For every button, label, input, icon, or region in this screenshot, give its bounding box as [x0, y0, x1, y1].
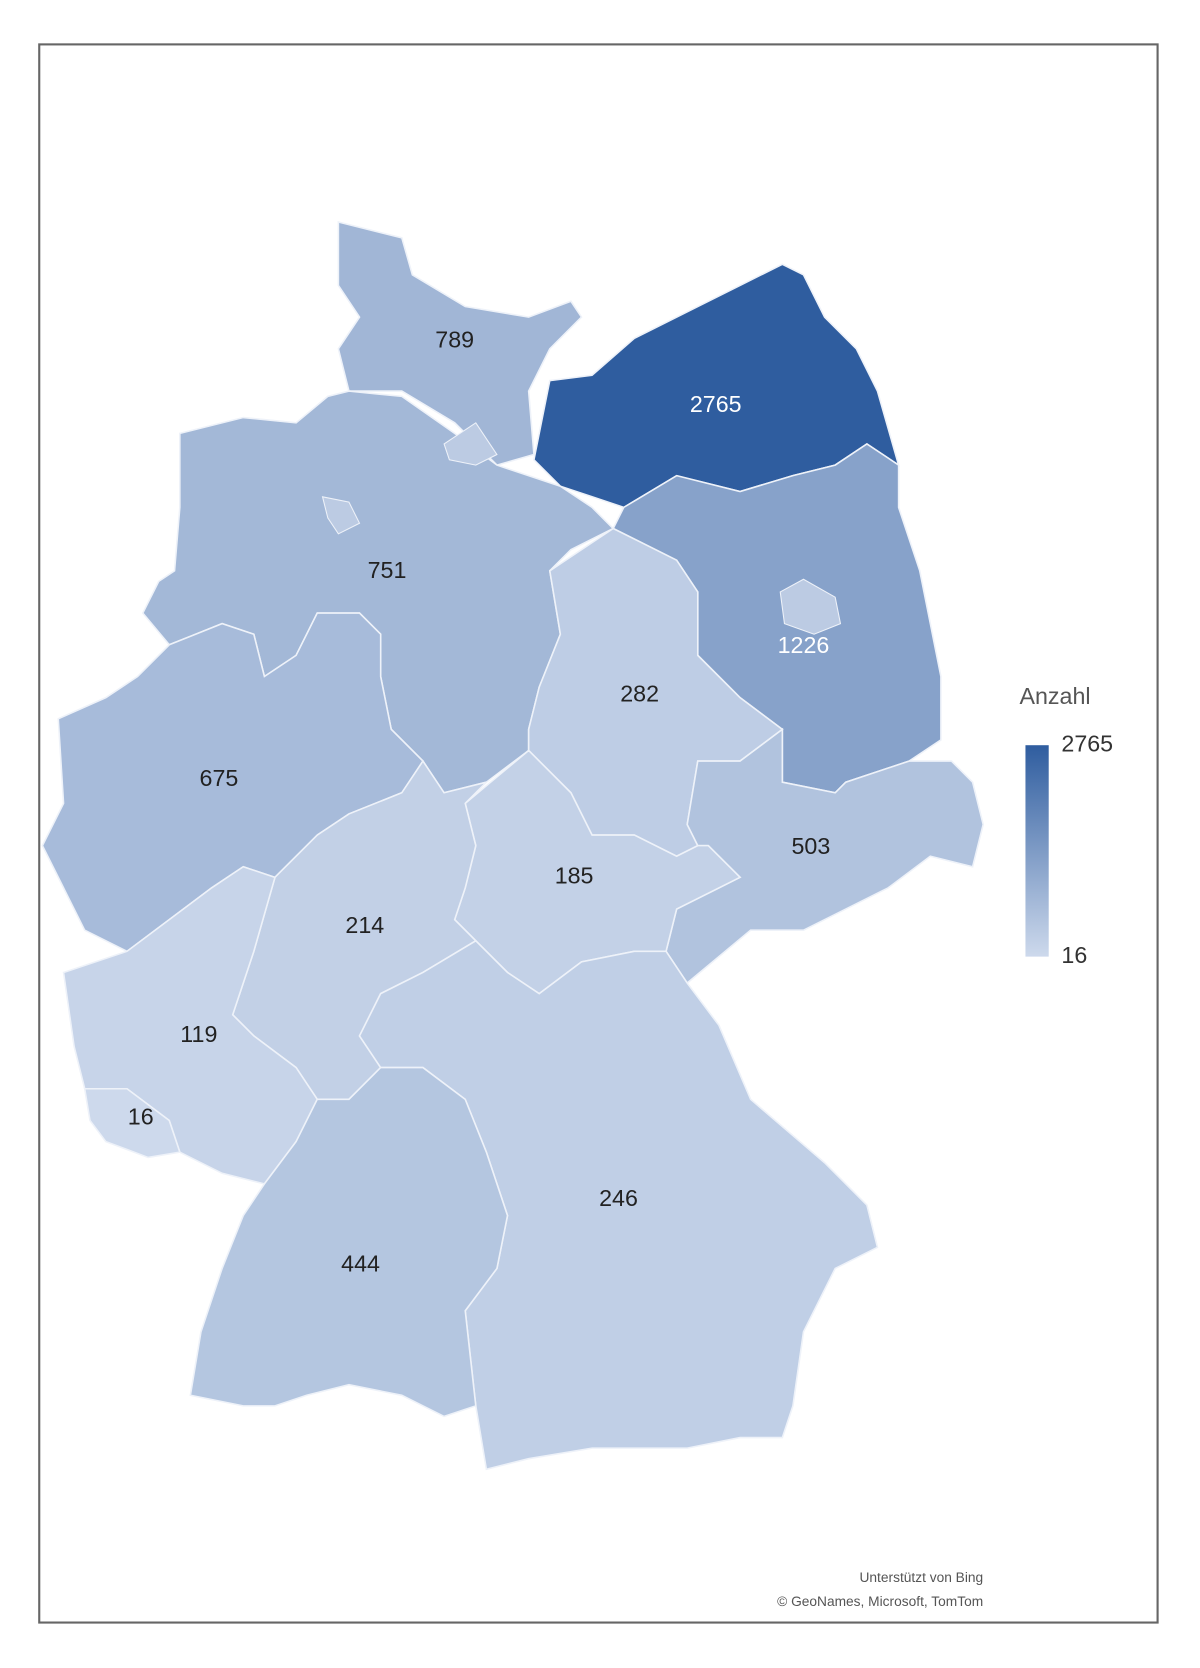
region-label: 246	[599, 1185, 638, 1211]
region	[83, 1087, 181, 1159]
region-label: 214	[345, 912, 384, 938]
legend-tick-label: 2765	[1061, 730, 1113, 756]
region	[337, 220, 583, 466]
credit: © GeoNames, Microsoft, TomTom	[777, 1594, 983, 1609]
region	[189, 1066, 509, 1418]
region-label: 282	[620, 681, 659, 707]
region-label: 751	[368, 557, 407, 583]
legend: 16 2765	[1061, 730, 1113, 967]
region-label: 789	[435, 327, 474, 353]
region-label: 119	[180, 1021, 217, 1047]
region-label: 2765	[690, 391, 742, 417]
region-label: 1226	[778, 632, 830, 658]
regions	[41, 220, 984, 1471]
city-state	[779, 578, 842, 635]
color-bar	[1025, 745, 1049, 957]
city-state	[443, 422, 498, 466]
legend-title: Anzahl	[1020, 683, 1091, 709]
region-label: 503	[791, 833, 830, 859]
region-label: 185	[555, 862, 594, 888]
region-label: 444	[341, 1250, 380, 1276]
legend-tick-label: 16	[1061, 942, 1087, 968]
region-label: 16	[128, 1103, 154, 1129]
labels: 789 2765 751 1226 282 675 503 185 214 119 16 246 444	[128, 327, 830, 1277]
region-label: 675	[200, 765, 239, 791]
credit: Unterstützt von Bing	[860, 1570, 984, 1585]
city-state	[321, 496, 361, 535]
